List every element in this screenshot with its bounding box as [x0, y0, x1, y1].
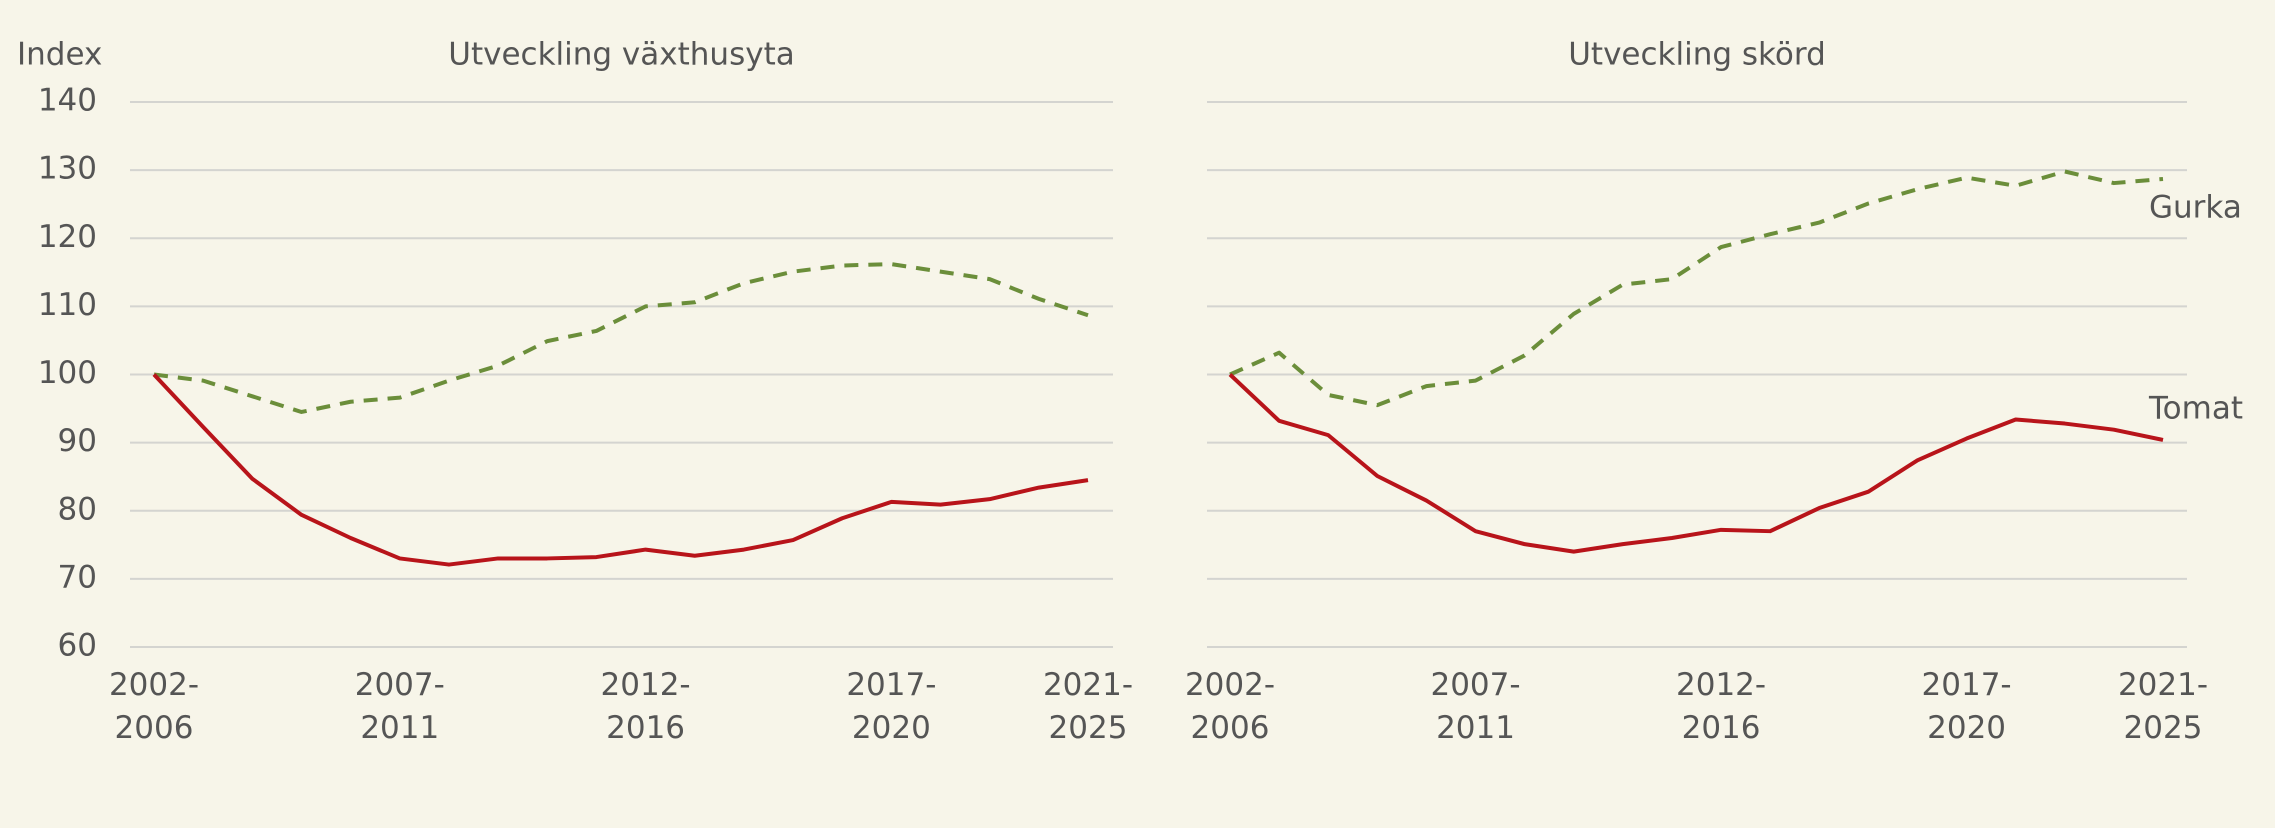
x-tick-label: 2012-2016: [600, 667, 691, 746]
y-tick-label: 100: [38, 355, 97, 391]
y-tick-label: 140: [38, 83, 97, 119]
x-tick-label: 2012-2016: [1676, 667, 1767, 746]
line-series: [152, 373, 1089, 567]
x-tick-label: 2021-2025: [2117, 667, 2209, 746]
line-series: [1228, 373, 2164, 554]
x-tick-label: 2017-2020: [846, 667, 937, 746]
y-tick-label: 80: [58, 491, 97, 527]
x-tick-label: 2021-2025: [1042, 667, 1134, 746]
y-tick-label: 90: [58, 423, 97, 459]
y-tick-label: 130: [38, 151, 97, 187]
series-label: Tomat: [2148, 390, 2243, 426]
chart-title: Utveckling växthusyta: [448, 37, 794, 73]
line-series: [153, 262, 1089, 414]
y-tick-label: 70: [58, 559, 97, 595]
x-tick-label: 2002-2006: [108, 667, 200, 746]
line-series: [1229, 169, 2164, 408]
y-axis-label: Index: [17, 37, 102, 73]
series-label: Gurka: [2149, 189, 2242, 225]
x-tick-label: 2002-2006: [1184, 667, 1276, 746]
chart-title: Utveckling skörd: [1568, 37, 1826, 73]
x-tick-label: 2007-2011: [1430, 667, 1521, 746]
x-tick-label: 2007-2011: [354, 667, 445, 746]
y-tick-label: 120: [38, 219, 97, 255]
y-tick-label: 60: [58, 628, 97, 664]
x-tick-label: 2017-2020: [1921, 667, 2012, 746]
y-tick-label: 110: [38, 287, 97, 323]
